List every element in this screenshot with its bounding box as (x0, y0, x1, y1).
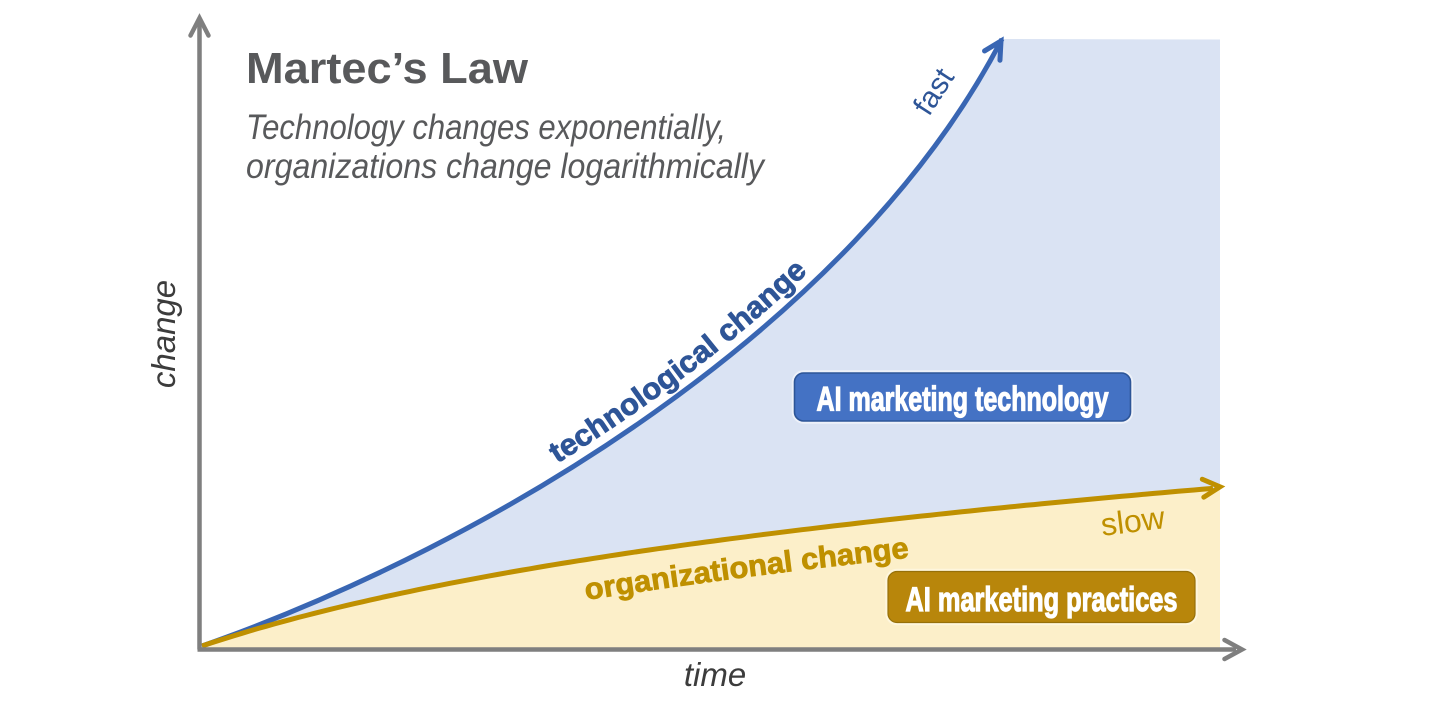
svg-text:slow: slow (1099, 499, 1168, 543)
svg-text:organizations change logarithm: organizations change logarithmically (246, 147, 766, 186)
svg-text:AI marketing practices: AI marketing practices (906, 581, 1178, 619)
svg-text:fast: fast (907, 62, 961, 121)
svg-text:AI marketing technology: AI marketing technology (817, 381, 1109, 419)
svg-text:time: time (684, 656, 746, 693)
svg-text:change: change (145, 280, 182, 388)
svg-text:Martec’s Law: Martec’s Law (246, 44, 529, 93)
svg-text:Technology changes exponential: Technology changes exponentially, (246, 108, 726, 147)
